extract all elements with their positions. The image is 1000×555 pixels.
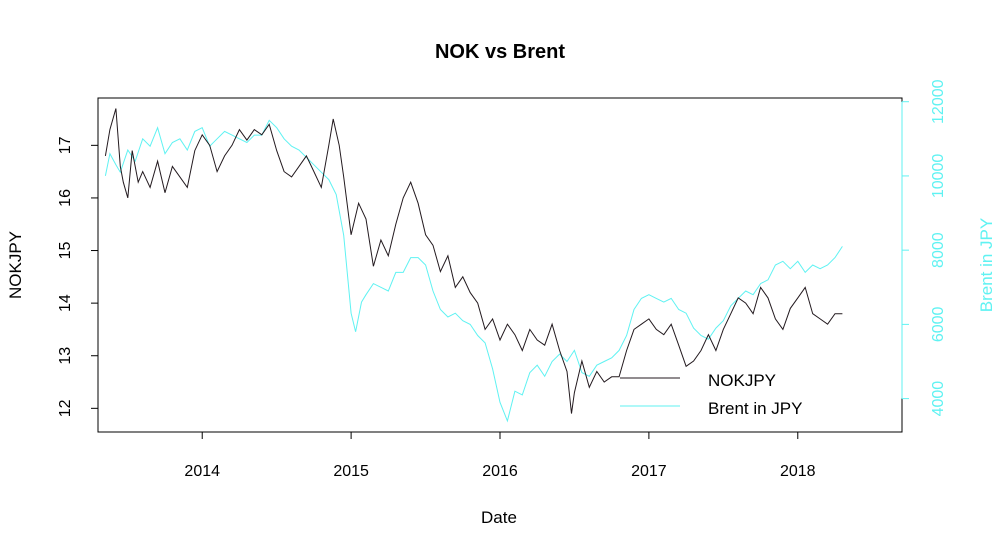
legend-label-brent: Brent in JPY [708,399,803,418]
legend-label-nok: NOKJPY [708,371,776,390]
y-tick-label: 13 [57,347,74,365]
x-tick-label: 2014 [184,463,220,480]
x-axis: 2014 2015 2016 2017 2018 [184,431,816,480]
plot-frame [97,97,903,433]
series-line-brent [104,119,843,423]
y-right-tick-label: 8000 [930,232,947,268]
series-layer [104,108,843,423]
y-axis-label: NOKJPY [6,231,25,299]
y-right-tick-label: 6000 [930,306,947,342]
y-right-tick-label: 12000 [930,79,947,124]
y-tick-label: 17 [57,136,74,154]
y-axis-left: 12 13 14 15 16 17 [57,136,99,417]
y-right-tick-label: 4000 [930,381,947,417]
legend: NOKJPY Brent in JPY [620,371,803,418]
series-line-nokjpy [104,108,843,414]
y-axis-right: 4000 6000 8000 10000 12000 [901,79,947,417]
x-tick-label: 2016 [482,463,518,480]
y-axis-right-label: Brent in JPY [977,218,996,313]
y-right-tick-label: 10000 [930,154,947,199]
chart-title: NOK vs Brent [435,41,565,63]
x-tick-label: 2015 [333,463,369,480]
x-axis-label: Date [481,508,517,527]
y-tick-label: 15 [57,242,74,260]
y-tick-label: 14 [57,294,74,312]
y-tick-label: 12 [57,399,74,417]
x-tick-label: 2018 [780,463,816,480]
y-tick-label: 16 [57,189,74,207]
x-tick-label: 2017 [631,463,667,480]
